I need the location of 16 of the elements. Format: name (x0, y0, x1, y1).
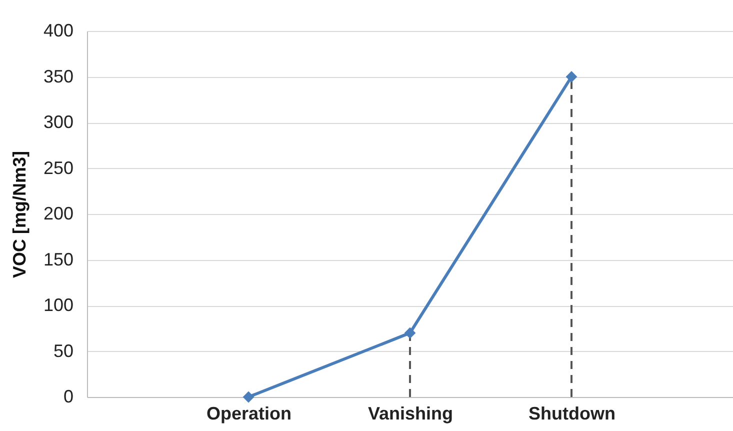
y-tick-label: 400 (43, 20, 74, 40)
x-tick-label: Operation (206, 404, 292, 424)
point (404, 327, 416, 339)
y-tick-label: 150 (43, 249, 74, 270)
y-tick-label: 300 (43, 112, 74, 132)
x-tick-label: Vanishing (368, 404, 454, 424)
y-tick-label: 0 (63, 386, 74, 406)
y-tick-label: 250 (43, 158, 74, 178)
y-tick-label: 350 (43, 66, 74, 86)
y-tick-label: 50 (53, 340, 74, 361)
point (566, 71, 578, 82)
x-tick-label: Shutdown (528, 404, 616, 424)
y-axis-title: VOC [mg/Nm3] (9, 150, 30, 278)
y-tick-label: 200 (43, 204, 74, 224)
point (242, 391, 254, 403)
y-tick-label: 100 (43, 295, 74, 315)
